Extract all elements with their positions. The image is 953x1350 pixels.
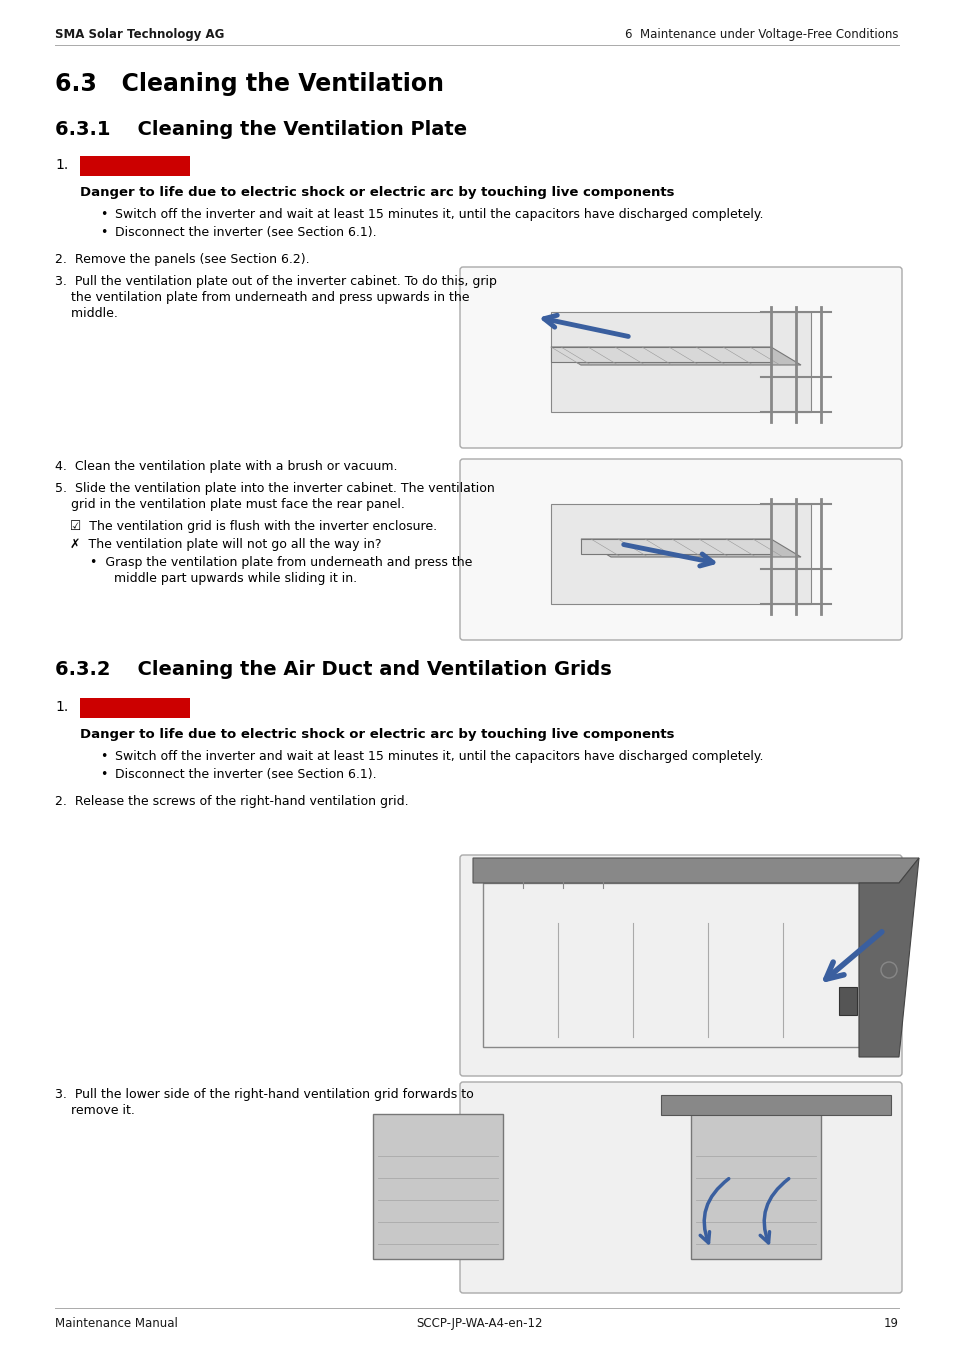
FancyBboxPatch shape [80, 698, 190, 718]
Text: •  Grasp the ventilation plate from underneath and press the: • Grasp the ventilation plate from under… [90, 556, 472, 568]
FancyBboxPatch shape [459, 1081, 901, 1293]
Text: 3.  Pull the ventilation plate out of the inverter cabinet. To do this, grip: 3. Pull the ventilation plate out of the… [55, 275, 497, 288]
Text: the ventilation plate from underneath and press upwards in the: the ventilation plate from underneath an… [55, 292, 469, 304]
Text: grid in the ventilation plate must face the rear panel.: grid in the ventilation plate must face … [55, 498, 404, 512]
Text: Danger to life due to electric shock or electric arc by touching live components: Danger to life due to electric shock or … [80, 186, 674, 198]
Text: ⚠ DANGER: ⚠ DANGER [95, 699, 174, 711]
Text: •: • [100, 768, 108, 782]
FancyBboxPatch shape [838, 987, 856, 1015]
Text: middle part upwards while sliding it in.: middle part upwards while sliding it in. [90, 572, 356, 585]
Text: Disconnect the inverter (see Section 6.1).: Disconnect the inverter (see Section 6.1… [115, 225, 376, 239]
Text: middle.: middle. [55, 306, 118, 320]
Text: •: • [100, 208, 108, 221]
Text: 3.  Pull the lower side of the right-hand ventilation grid forwards to: 3. Pull the lower side of the right-hand… [55, 1088, 474, 1102]
Text: SCCP-JP-WA-A4-en-12: SCCP-JP-WA-A4-en-12 [416, 1318, 542, 1330]
Text: ⚠ DANGER: ⚠ DANGER [95, 157, 174, 170]
Text: SMA Solar Technology AG: SMA Solar Technology AG [55, 28, 224, 40]
Text: Switch off the inverter and wait at least 15 minutes it, until the capacitors ha: Switch off the inverter and wait at leas… [115, 208, 762, 221]
Polygon shape [580, 539, 801, 558]
Text: 1.: 1. [55, 158, 69, 171]
Polygon shape [551, 347, 801, 364]
FancyBboxPatch shape [373, 1114, 502, 1260]
Text: •: • [100, 751, 108, 763]
Polygon shape [473, 859, 918, 883]
Text: 6.3.1    Cleaning the Ventilation Plate: 6.3.1 Cleaning the Ventilation Plate [55, 120, 467, 139]
Text: 1.: 1. [55, 701, 69, 714]
FancyBboxPatch shape [80, 157, 190, 176]
Polygon shape [660, 1095, 890, 1115]
Text: Maintenance Manual: Maintenance Manual [55, 1318, 177, 1330]
Text: ☑  The ventilation grid is flush with the inverter enclosure.: ☑ The ventilation grid is flush with the… [70, 520, 436, 533]
FancyBboxPatch shape [459, 459, 901, 640]
Polygon shape [858, 859, 918, 1057]
Text: 6.3.2    Cleaning the Air Duct and Ventilation Grids: 6.3.2 Cleaning the Air Duct and Ventilat… [55, 660, 611, 679]
Text: 19: 19 [883, 1318, 898, 1330]
Text: 2.  Remove the panels (see Section 6.2).: 2. Remove the panels (see Section 6.2). [55, 252, 310, 266]
Text: remove it.: remove it. [55, 1104, 134, 1116]
FancyBboxPatch shape [551, 504, 810, 603]
FancyBboxPatch shape [551, 312, 810, 412]
FancyBboxPatch shape [459, 267, 901, 448]
Text: 6  Maintenance under Voltage-Free Conditions: 6 Maintenance under Voltage-Free Conditi… [625, 28, 898, 40]
Text: Disconnect the inverter (see Section 6.1).: Disconnect the inverter (see Section 6.1… [115, 768, 376, 782]
Text: ✗  The ventilation plate will not go all the way in?: ✗ The ventilation plate will not go all … [70, 539, 381, 551]
Text: 4.  Clean the ventilation plate with a brush or vacuum.: 4. Clean the ventilation plate with a br… [55, 460, 397, 472]
Polygon shape [580, 539, 770, 553]
FancyBboxPatch shape [690, 1114, 821, 1260]
Text: 6.3   Cleaning the Ventilation: 6.3 Cleaning the Ventilation [55, 72, 443, 96]
Text: 5.  Slide the ventilation plate into the inverter cabinet. The ventilation: 5. Slide the ventilation plate into the … [55, 482, 495, 495]
Text: •: • [100, 225, 108, 239]
Text: 2.  Release the screws of the right-hand ventilation grid.: 2. Release the screws of the right-hand … [55, 795, 408, 809]
FancyBboxPatch shape [482, 883, 858, 1048]
Polygon shape [551, 347, 770, 362]
FancyBboxPatch shape [459, 855, 901, 1076]
Text: Danger to life due to electric shock or electric arc by touching live components: Danger to life due to electric shock or … [80, 728, 674, 741]
Text: Switch off the inverter and wait at least 15 minutes it, until the capacitors ha: Switch off the inverter and wait at leas… [115, 751, 762, 763]
